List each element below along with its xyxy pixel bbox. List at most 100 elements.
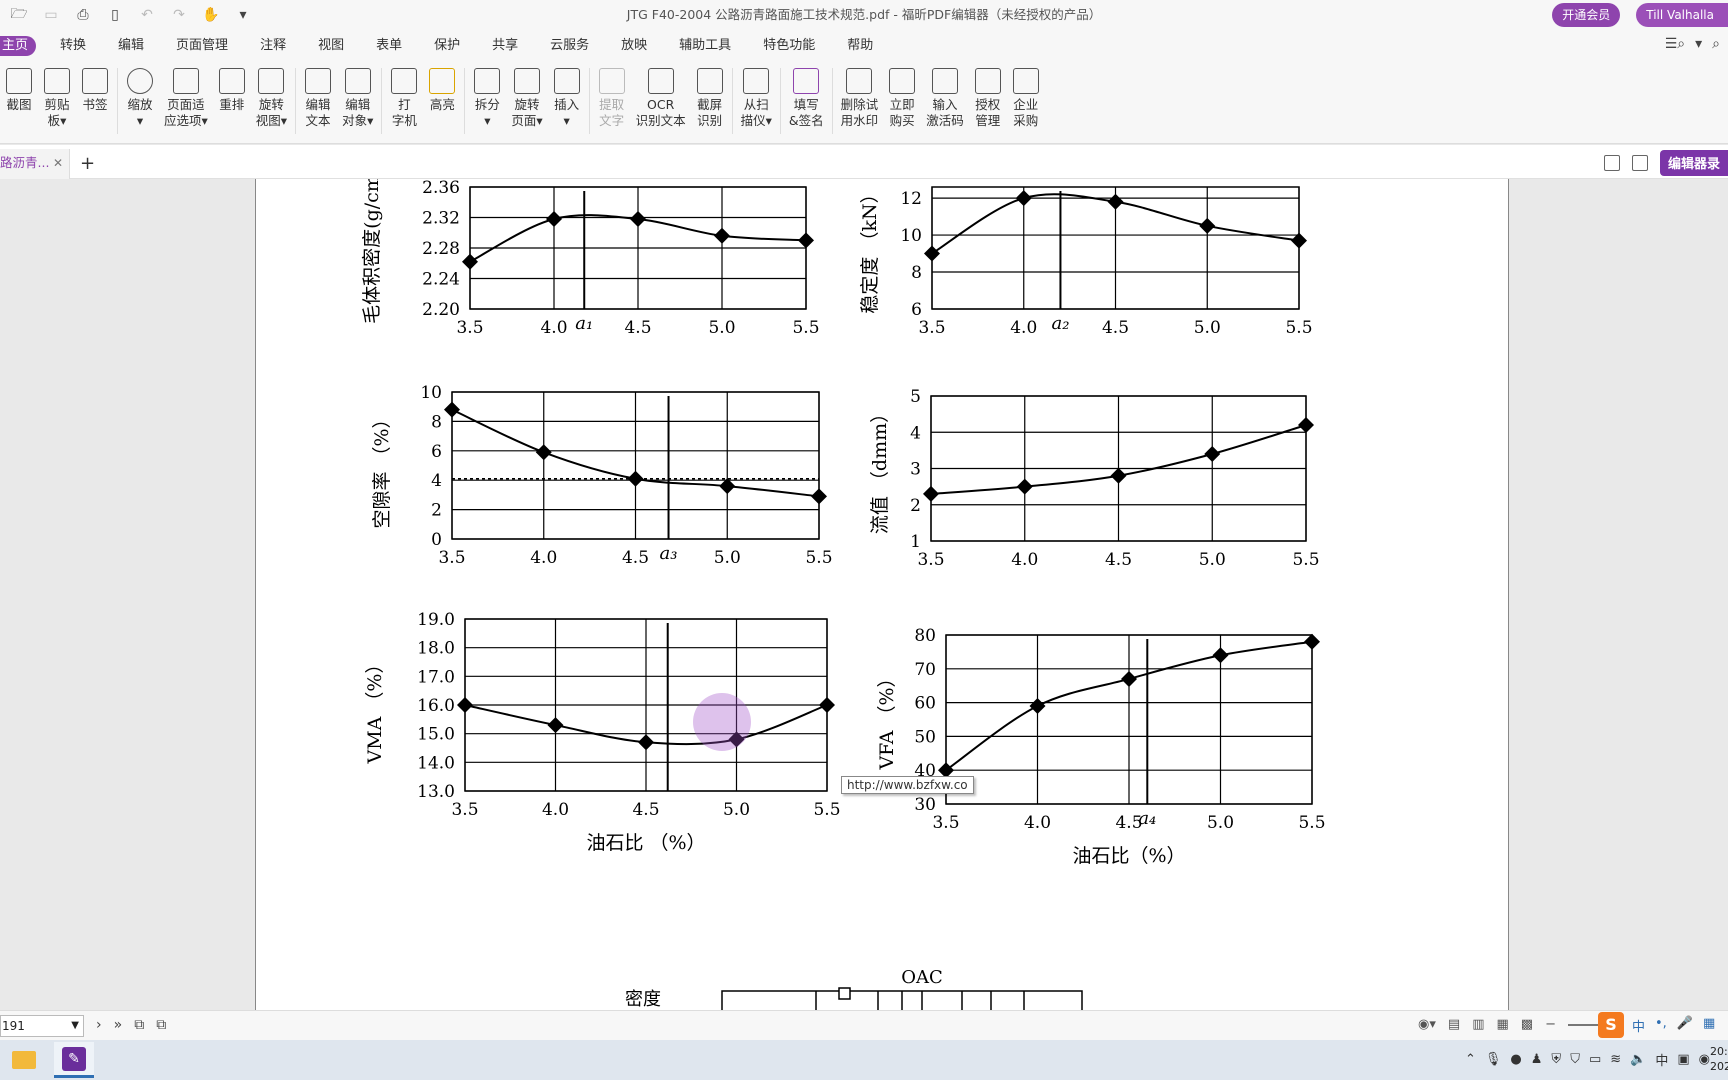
collapse-ribbon-icon[interactable]: ▾ [1695, 36, 1703, 52]
undo-icon[interactable]: ↶ [141, 7, 153, 23]
hand-tool-icon[interactable]: ✋ [202, 7, 220, 23]
ime-mic-icon[interactable]: 🎤 [1676, 1016, 1694, 1031]
ribbon-button-zoom[interactable]: 缩放 ▾ [121, 68, 159, 129]
ribbon-button-highlight[interactable]: 高亮 [423, 68, 461, 113]
security-icon[interactable]: ⛨ [1551, 1052, 1562, 1067]
vip-button[interactable]: 开通会员 [1552, 3, 1621, 27]
print-icon[interactable]: ⎙ [77, 7, 89, 23]
ribbon-button-activation[interactable]: 输入 激活码 [921, 68, 969, 129]
zoom-slider[interactable] [1568, 1023, 1608, 1026]
user-account-button[interactable]: Till Valhalla [1636, 3, 1728, 27]
chart-5-point-0 [938, 762, 954, 779]
tray-app-icon[interactable]: ● [1510, 1052, 1522, 1067]
qq-icon[interactable]: ♟ [1530, 1052, 1543, 1067]
last-page-icon[interactable]: » [113, 1017, 123, 1033]
ribbon-button-reflow[interactable]: 重排 [213, 68, 251, 113]
ribbon-button-bookmark[interactable]: 书签 [76, 68, 114, 113]
volume-icon[interactable]: 🔈 [1630, 1052, 1647, 1067]
ribbon-button-license[interactable]: 授权 管理 [969, 68, 1007, 129]
two-page-icon[interactable]: ▦ [1496, 1017, 1509, 1032]
new-doc-icon[interactable]: ▯ [111, 7, 119, 23]
ribbon-button-ocr[interactable]: OCR 识别文本 [631, 68, 691, 129]
ribbon-label: 重排 [219, 97, 245, 112]
ime-toolbar[interactable]: 中 •, 🎤 ▦ [1632, 1016, 1715, 1035]
chart-3-ytick: 2 [910, 496, 921, 516]
chart-4-xtick: 5.0 [723, 800, 750, 820]
battery-icon[interactable]: ▭ [1588, 1052, 1602, 1067]
taskbar-clock[interactable]: 20:2 202 [1710, 1045, 1728, 1073]
redo-icon[interactable]: ↷ [173, 7, 185, 23]
wechat-icon[interactable]: ◉ [1698, 1052, 1710, 1067]
ribbon-button-insert[interactable]: 插入 ▾ [548, 68, 586, 129]
ribbon-button-screen-ocr[interactable]: 截屏 识别 [691, 68, 729, 129]
ribbon-button-split[interactable]: 拆分 ▾ [468, 68, 506, 129]
chart-2-point-3 [719, 478, 736, 495]
ribbon-button-fit-page[interactable]: 页面适 应选项▾ [159, 68, 213, 129]
ribbon-label: 提取 文字 [599, 97, 625, 128]
ribbon-button-clipboard[interactable]: 剪贴 板▾ [38, 68, 76, 129]
page-dropdown-icon[interactable]: ▼ [71, 1020, 79, 1031]
menu-item-3[interactable]: 页面管理 [176, 38, 229, 53]
continuous-icon[interactable]: ▥ [1472, 1017, 1485, 1032]
document-workspace[interactable]: 3.5 4.0 4.5 5.0 5.5 2.20 2.24 2.28 2.32 2.36 毛体积密度… [0, 179, 1728, 1010]
open-folder-icon[interactable]: 🗁 [10, 6, 28, 22]
menu-item-2[interactable]: 编辑 [118, 38, 145, 53]
menu-item-9[interactable]: 云服务 [550, 38, 590, 53]
view-mode-icon[interactable]: ◉▾ [1418, 1017, 1436, 1032]
ime-punct-icon[interactable]: •, [1655, 1016, 1667, 1031]
duplicate-icon[interactable]: ⧉ [156, 1017, 167, 1033]
next-page-icon[interactable]: › [96, 1017, 102, 1033]
tray-mic-icon[interactable]: 🎙 [1484, 1052, 1502, 1067]
menu-item-11[interactable]: 辅助工具 [679, 38, 732, 53]
editor-badge[interactable]: 编辑器录 [1659, 150, 1728, 176]
wifi-icon[interactable]: ≋ [1610, 1052, 1622, 1067]
menu-item-10[interactable]: 放映 [621, 38, 648, 53]
ribbon-button-screenshot[interactable]: 截图 [0, 68, 38, 113]
pdf-page[interactable]: 3.5 4.0 4.5 5.0 5.5 2.20 2.24 2.28 2.32 2.36 毛体积密度… [255, 179, 1509, 1010]
tray-expand-icon[interactable]: ⌃ [1465, 1052, 1476, 1067]
single-page-icon[interactable]: ▤ [1447, 1017, 1461, 1032]
ime-chinese-mode[interactable]: 中 [1632, 1020, 1646, 1035]
notification-icon[interactable]: ▣ [1677, 1052, 1690, 1067]
grid-view-icon[interactable] [1603, 155, 1620, 171]
menu-item-4[interactable]: 注释 [260, 38, 287, 53]
ime-tray-icon[interactable]: 中 [1655, 1054, 1669, 1069]
cart-icon [889, 68, 916, 94]
sogou-ime-icon[interactable]: S [1598, 1010, 1628, 1040]
find-icon[interactable]: ⌕ [1712, 36, 1720, 52]
ribbon-button-scanner[interactable]: 从扫 描仪▾ [736, 68, 777, 129]
document-tab[interactable]: 路沥青... ✕ [0, 149, 70, 179]
menu-item-5[interactable]: 视图 [318, 38, 345, 53]
ribbon-button-cart[interactable]: 立即 购买 [883, 68, 921, 129]
menu-item-13[interactable]: 帮助 [847, 38, 874, 53]
panel-toggle-icon[interactable] [1631, 155, 1648, 171]
ribbon-button-edit-object[interactable]: 编辑 对象▾ [337, 68, 378, 129]
close-tab-icon[interactable]: ✕ [52, 156, 63, 170]
zoom-out-icon[interactable]: − [1545, 1017, 1556, 1032]
page-number-input[interactable]: 191 ▼ [0, 1015, 84, 1037]
ribbon-button-remove-watermark[interactable]: 删除试 用水印 [836, 68, 884, 129]
ribbon-button-enterprise[interactable]: 企业 采购 [1007, 68, 1045, 129]
menu-item-1[interactable]: 转换 [60, 38, 87, 53]
ribbon-button-edit-text[interactable]: 编辑 文本 [299, 68, 337, 129]
shield-icon[interactable]: ⛉ [1570, 1052, 1580, 1067]
ribbon-button-fill-sign[interactable]: 填写 &签名 [784, 68, 829, 129]
ribbon-button-extract-text[interactable]: 提取 文字 [593, 68, 631, 129]
ribbon-button-typewriter[interactable]: 打 字机 [385, 68, 423, 129]
two-page-continuous-icon[interactable]: ▩ [1520, 1017, 1534, 1032]
copy-page-icon[interactable]: ⧉ [134, 1017, 145, 1033]
ribbon-button-rotate-view[interactable]: 旋转 视图▾ [251, 68, 292, 129]
ribbon-button-rotate-page[interactable]: 旋转 页面▾ [506, 68, 547, 129]
save-icon[interactable]: ▭ [44, 7, 58, 23]
menu-item-8[interactable]: 共享 [492, 38, 519, 53]
search-icon[interactable]: ☰⌕ [1664, 36, 1686, 52]
menu-item-6[interactable]: 表单 [376, 38, 403, 53]
customize-dropdown-icon[interactable]: ▾ [239, 7, 247, 23]
file-explorer-button[interactable] [4, 1042, 44, 1078]
menu-item-12[interactable]: 特色功能 [763, 38, 816, 53]
menu-item-7[interactable]: 保护 [434, 38, 461, 53]
foxit-taskbar-button[interactable]: ✎ [54, 1042, 94, 1078]
menu-item-0[interactable]: 主页 [0, 36, 37, 56]
ime-keyboard-icon[interactable]: ▦ [1703, 1016, 1716, 1031]
new-tab-icon[interactable]: + [80, 153, 96, 174]
